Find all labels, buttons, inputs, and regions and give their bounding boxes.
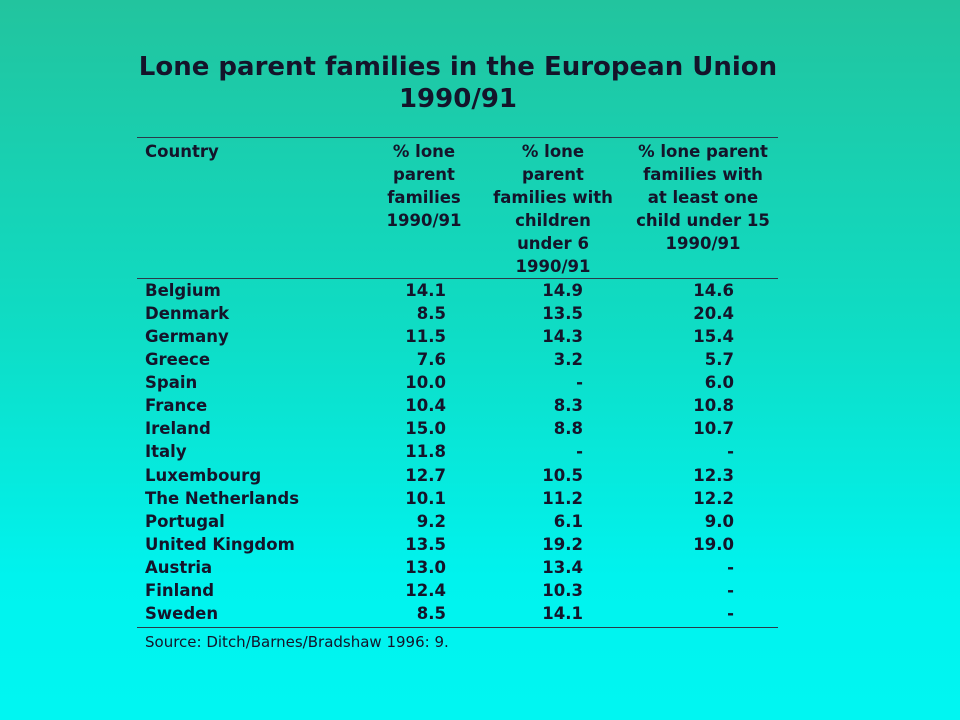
value-cell: 6.1: [553, 511, 583, 531]
value-cell: 19.2: [542, 534, 583, 554]
country-cell: Sweden: [145, 603, 219, 623]
value-cell: 14.9: [542, 281, 583, 300]
value-cell: 10.7: [693, 419, 734, 439]
country-cell: Luxembourg: [145, 465, 262, 485]
value-cell: 9.0: [704, 511, 734, 531]
country-cell: United Kingdom: [145, 534, 295, 554]
value-cell: 3.2: [553, 350, 583, 370]
value-cell: 12.4: [405, 580, 446, 600]
value-cell: 11.8: [405, 442, 446, 462]
value-cell: 10.3: [542, 580, 583, 600]
value-cell: 19.0: [693, 534, 734, 554]
column-header: parent: [522, 165, 584, 184]
country-cell: The Netherlands: [145, 488, 300, 508]
value-cell: -: [727, 442, 734, 462]
country-cell: Italy: [145, 442, 187, 462]
value-cell: 15.0: [405, 419, 446, 439]
column-header: child under 15: [636, 211, 770, 230]
table-rule: [137, 278, 778, 279]
value-cell: 11.5: [405, 327, 446, 347]
source-note: Source: Ditch/Barnes/Bradshaw 1996: 9.: [145, 633, 449, 651]
value-cell: 6.0: [704, 373, 734, 393]
column-header: under 6: [517, 234, 589, 253]
value-cell: 11.2: [542, 488, 583, 508]
title: 1990/91: [398, 84, 518, 114]
country-cell: Finland: [145, 580, 215, 600]
value-cell: 10.5: [542, 465, 583, 485]
value-cell: 10.1: [405, 488, 446, 508]
column-header: % lone parent: [638, 142, 768, 161]
value-cell: 14.1: [405, 281, 446, 300]
column-header: children: [515, 211, 591, 230]
value-cell: 20.4: [693, 304, 734, 324]
country-cell: Denmark: [145, 304, 230, 324]
value-cell: -: [576, 442, 583, 462]
value-cell: 9.2: [416, 511, 446, 531]
column-header: Country: [145, 142, 219, 161]
column-header: at least one: [647, 188, 759, 207]
value-cell: -: [727, 603, 734, 623]
value-cell: 8.5: [416, 304, 446, 324]
value-cell: 14.1: [542, 603, 583, 623]
column-header: families with: [493, 188, 613, 207]
column-header: 1990/91: [515, 257, 591, 276]
value-cell: 12.2: [693, 488, 734, 508]
value-cell: 13.4: [542, 557, 583, 577]
value-cell: 10.8: [693, 396, 734, 416]
column-header: parent: [393, 165, 455, 184]
column-header: 1990/91: [665, 234, 741, 253]
value-cell: 10.4: [405, 396, 446, 416]
country-cell: Portugal: [145, 511, 225, 531]
title: Lone parent families in the European Uni…: [138, 52, 778, 82]
table-rule: [137, 627, 778, 628]
value-cell: 8.3: [553, 396, 583, 416]
value-cell: 12.3: [693, 465, 734, 485]
value-cell: -: [576, 373, 583, 393]
value-cell: 13.5: [542, 304, 583, 324]
country-cell: Austria: [145, 557, 213, 577]
country-cell: Germany: [145, 327, 229, 347]
value-cell: -: [727, 557, 734, 577]
table-rule: [137, 137, 778, 138]
value-cell: 14.3: [542, 327, 583, 347]
value-cell: 12.7: [405, 465, 446, 485]
column-header: % lone: [521, 142, 585, 161]
column-header: 1990/91: [386, 211, 462, 230]
country-cell: Belgium: [145, 281, 221, 300]
country-cell: Spain: [145, 373, 198, 393]
value-cell: 5.7: [704, 350, 734, 370]
country-cell: France: [145, 396, 208, 416]
value-cell: 10.0: [405, 373, 446, 393]
value-cell: 15.4: [693, 327, 734, 347]
country-cell: Ireland: [145, 419, 211, 439]
value-cell: 14.6: [693, 281, 734, 300]
value-cell: 13.0: [405, 557, 446, 577]
value-cell: -: [727, 580, 734, 600]
country-cell: Greece: [145, 350, 211, 370]
value-cell: 13.5: [405, 534, 446, 554]
column-header: % lone: [392, 142, 456, 161]
value-cell: 7.6: [416, 350, 446, 370]
column-header: families: [387, 188, 461, 207]
value-cell: 8.5: [416, 603, 446, 623]
column-header: families with: [643, 165, 763, 184]
value-cell: 8.8: [553, 419, 583, 439]
